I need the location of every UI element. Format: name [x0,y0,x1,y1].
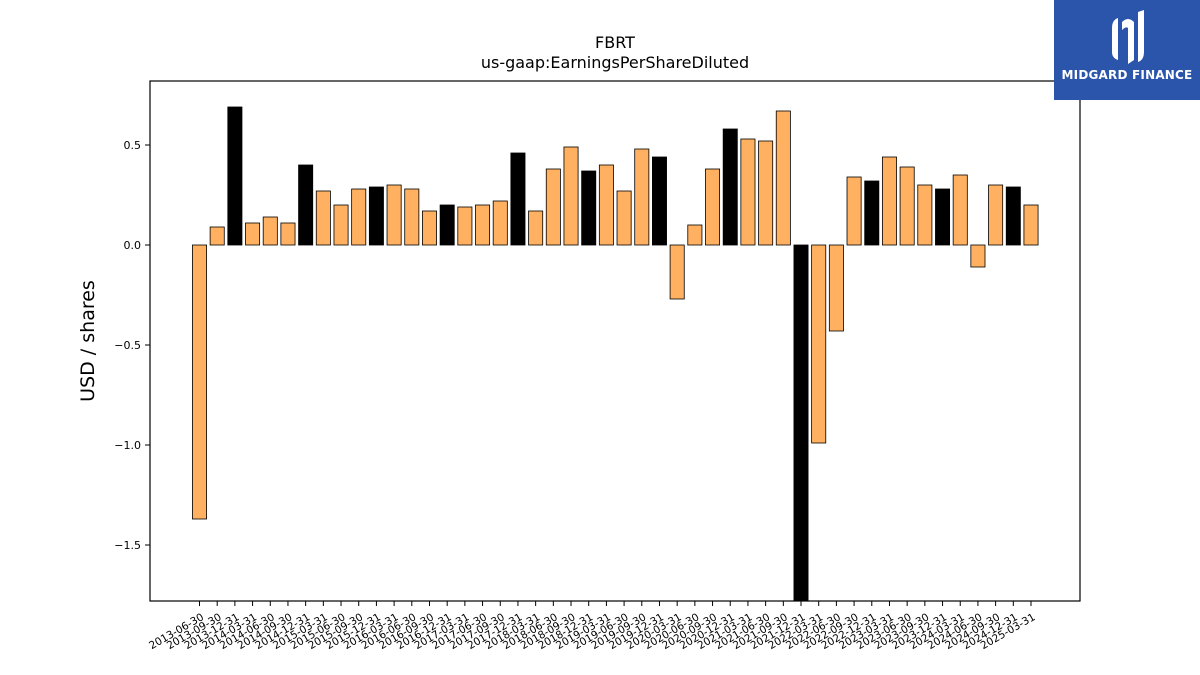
bar-2023-12-31 [935,188,951,246]
y-tick-label: −0.5 [114,339,141,352]
bar-2023-03-31 [881,156,897,246]
bar-2019-09-30 [634,148,650,246]
chart-subtitle: us-gaap:EarningsPerShareDiluted [481,53,749,72]
bar-2019-06-30 [616,190,632,246]
bar-2020-06-30 [687,224,703,246]
y-tick-label: −1.5 [114,539,141,552]
bar-2024-06-30 [970,244,986,268]
bar-2025-03-31 [1023,204,1039,246]
bar-2021-06-30 [758,140,774,246]
bar-2015-03-31 [315,190,331,246]
bar-2024-03-31 [952,174,968,246]
bar-2017-03-31 [457,206,473,246]
chart-title: FBRT [595,33,635,52]
bar-2019-03-31 [598,164,614,246]
bar-2020-03-31 [669,244,685,300]
bar-2015-09-30 [351,188,367,246]
plot-frame [149,80,1081,602]
bar-2022-12-31 [864,180,880,246]
midgard-logo-icon [1112,10,1144,64]
bar-2021-12-31 [793,244,809,602]
bar-2018-12-31 [581,170,597,246]
x-axis-ticks: 2013-06-302013-09-302013-12-312014-03-31… [147,601,1038,652]
bar-2022-06-30 [828,244,844,332]
bar-2017-12-31 [510,152,526,246]
bar-2023-09-30 [917,184,933,246]
bar-2022-09-30 [846,176,862,246]
bar-2023-06-30 [899,166,915,246]
bar-2021-03-31 [740,138,756,246]
bar-2014-12-31 [298,164,314,246]
bar-2020-09-30 [705,168,721,246]
bar-2020-12-31 [722,128,738,246]
bar-2013-12-31 [227,106,243,246]
bar-2024-09-30 [988,184,1004,246]
bar-2016-12-31 [439,204,455,246]
midgard-finance-logo: MIDGARD FINANCE [1054,0,1200,100]
bar-2016-06-30 [404,188,420,246]
bar-2015-12-31 [368,186,384,246]
bar-2016-09-30 [422,210,437,246]
y-axis-label: USD / shares [77,280,99,402]
bar-2016-03-31 [386,184,402,246]
y-tick-label: −1.0 [114,439,141,452]
bar-2018-09-30 [563,146,579,246]
bar-2014-09-30 [280,222,296,246]
logo-text: MIDGARD FINANCE [1061,68,1193,82]
bar-2013-06-30 [192,244,207,520]
bar-2022-03-31 [811,244,827,444]
bar-2024-12-31 [1005,186,1021,246]
y-axis-ticks: −1.5 −1.0 −0.5 0.0 0.5 [114,139,150,552]
bar-2021-09-30 [775,110,791,246]
bar-2015-06-30 [333,204,349,246]
bar-2014-03-31 [245,222,261,246]
bar-2014-06-30 [262,216,278,246]
bar-2018-03-31 [528,210,544,246]
bar-2018-06-30 [545,168,561,246]
y-tick-label: 0.0 [124,239,142,252]
y-tick-label: 0.5 [124,139,142,152]
bar-2019-12-31 [652,156,667,246]
bar-2017-09-30 [492,200,508,246]
bars-group [192,106,1039,602]
bar-2017-06-30 [475,204,491,246]
bar-2013-09-30 [209,226,225,246]
